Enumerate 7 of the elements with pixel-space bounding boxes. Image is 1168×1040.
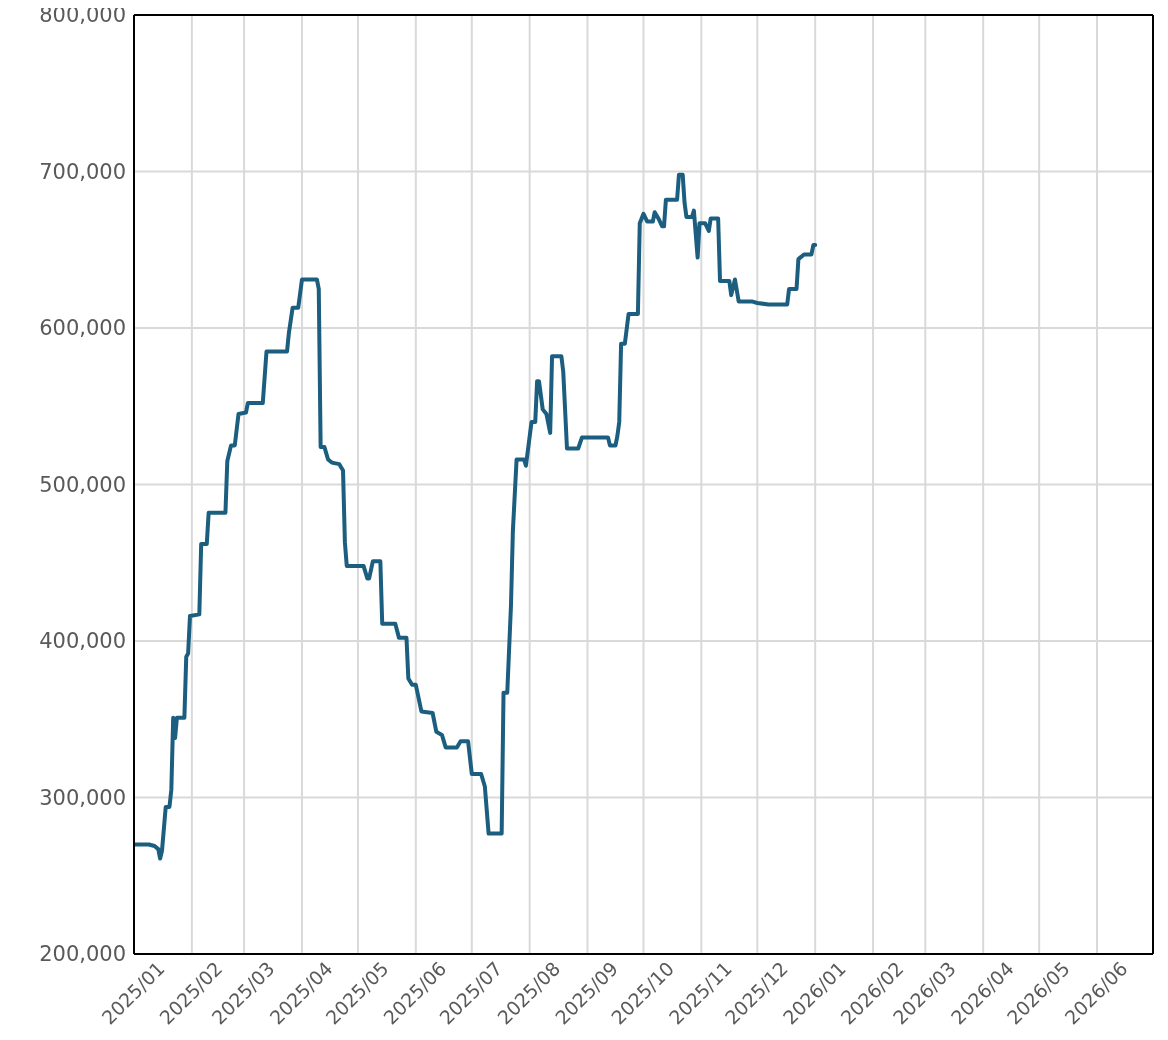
y-tick-label: 600,000 [39,316,126,341]
line-series [134,172,818,861]
y-tick-label: 200,000 [39,942,126,967]
y-tick-label: 400,000 [39,629,126,654]
y-tick-label: 700,000 [39,159,126,184]
y-tick-label: 500,000 [39,472,126,497]
y-tick-label: 300,000 [39,785,126,810]
